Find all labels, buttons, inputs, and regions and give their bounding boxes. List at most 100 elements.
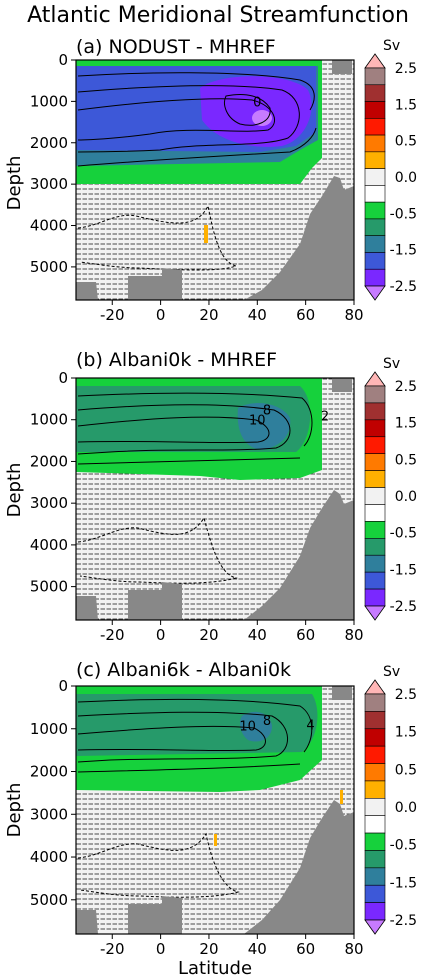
panel-c-zero-contour xyxy=(77,832,240,898)
panel-a-ytick-label: 2000 xyxy=(30,134,68,152)
panel-c-colorbar-bin xyxy=(364,832,386,851)
panel-a-xtick-label: 20 xyxy=(199,306,218,324)
panel-c-contour-2 xyxy=(77,711,288,763)
panel-a-xtick-label: 60 xyxy=(296,306,315,324)
panel-c-xtick-label: 60 xyxy=(296,940,315,958)
panel-a-ytick-label: 0 xyxy=(58,51,68,69)
panel-a-ytick-label: 3000 xyxy=(30,175,68,193)
panel-c-colorbar-bottom-arrow xyxy=(364,919,386,935)
panel-a-north-land xyxy=(332,60,352,74)
panel-a-contour-3 xyxy=(77,98,276,141)
panel-c-colorbar-top-arrow xyxy=(364,679,386,695)
panel-c-teal-cell xyxy=(76,694,318,756)
panel-b-ytick-label: 5000 xyxy=(30,578,68,596)
panel-b-contour-1 xyxy=(77,392,313,447)
panel-b-north-land xyxy=(332,378,352,392)
panel-c-contour-label: 10 xyxy=(239,719,256,734)
panel-a-contour-2 xyxy=(77,85,300,153)
panel-c-colorbar-label: 0.0 xyxy=(395,800,417,816)
panel-c-title: (c) Albani6k - Albani0k xyxy=(76,659,291,681)
panel-b-xtick-label: 60 xyxy=(296,626,315,644)
panel-a-purple-core xyxy=(200,76,312,147)
panel-b-colorbar-top-arrow xyxy=(364,371,386,387)
panel-c-ytick-label: 0 xyxy=(58,677,68,695)
panel-a-contour-5 xyxy=(77,127,317,167)
panel-b: (b) Albani0k - MHREF Depth xyxy=(4,349,355,621)
panel-b-contour-label: 2 xyxy=(321,410,329,425)
panel-b-contour-3 xyxy=(77,416,270,444)
panel-b-colorbar-label: 0.0 xyxy=(395,489,417,505)
panel-c-ytick-label: 4000 xyxy=(30,848,68,866)
panel-b-ylabel: Depth xyxy=(4,463,25,518)
panel-b-frame xyxy=(75,377,355,621)
panel-c-colorbar-bin xyxy=(364,867,386,886)
panel-c-xtick-label: 20 xyxy=(199,940,218,958)
panel-c-orange-spot-2 xyxy=(340,790,343,804)
panel-c-colorbar-unit: Sv xyxy=(383,664,400,680)
panel-c-colorbar-bin xyxy=(364,815,386,834)
panel-c-colorbar-label: -2.5 xyxy=(390,913,417,929)
panel-a-xtick-label: 0 xyxy=(156,306,166,324)
panel-b-xtick-label: 80 xyxy=(344,626,363,644)
panel-b-colorbar-label: 0.5 xyxy=(395,452,417,468)
panel-a-land xyxy=(76,176,354,300)
panel-a-ytick-label: 4000 xyxy=(30,217,68,235)
panel-c-ytick-label: 5000 xyxy=(30,891,68,909)
panel-b-colorbar-bottom-arrow xyxy=(364,605,386,621)
panel-a-colorbar-bin xyxy=(364,185,386,203)
panel-c-colorbar-bin xyxy=(364,780,386,799)
panel-a-contour-4 xyxy=(224,94,271,126)
panel-a-colorbar-bin xyxy=(364,134,386,153)
panel-a-colorbar-bin xyxy=(364,218,386,236)
panel-b-colorbar-label: 2.5 xyxy=(395,379,417,395)
panel-a-orange-spot xyxy=(204,225,208,243)
panel-a: (a) NODUST - MHREF Depth xyxy=(4,36,355,301)
panel-b-colorbar-bin xyxy=(364,571,386,590)
panel-c-frame xyxy=(75,685,355,935)
panel-a-contour-label: 0 xyxy=(253,95,261,110)
panel-c-orange-spot xyxy=(214,834,217,846)
panel-b-contour-label: 10 xyxy=(249,414,266,429)
dynamic-layer: -20 0 20 40 60 800100020003000400050000Sv2.51… xyxy=(30,38,417,958)
panel-b-colorbar-bin xyxy=(364,453,386,471)
panel-b-colorbar-bin xyxy=(364,470,386,488)
panel-b-ytick-label: 3000 xyxy=(30,494,68,512)
panel-a-colorbar-label: -2.5 xyxy=(390,279,417,295)
panel-c-colorbar-label: 2.5 xyxy=(395,687,417,703)
panel-b-zero-contour xyxy=(77,516,238,584)
panel-c-colorbar-bin xyxy=(364,745,386,764)
panel-a-contour-1 xyxy=(77,72,315,111)
panel-c-xtick-label: -20 xyxy=(100,940,125,958)
panel-c: (c) Albani6k - Albani0k Depth Latitude xyxy=(4,659,355,979)
panel-a-xtick-label: -20 xyxy=(100,306,125,324)
panel-c-colorbar-bin xyxy=(364,693,386,712)
panel-b-xtick-label: 0 xyxy=(156,626,166,644)
panel-b-land xyxy=(76,490,354,620)
panel-b-colorbar-unit: Sv xyxy=(383,356,400,372)
panel-c-ylabel: Depth xyxy=(4,783,25,838)
panel-b-ytick-label: 1000 xyxy=(30,411,68,429)
panel-a-colorbar-bin xyxy=(364,252,386,270)
panel-a-xtick-label: 40 xyxy=(248,306,267,324)
panel-b-colorbar-bin xyxy=(364,436,386,454)
panel-a-colorbar-label: -0.5 xyxy=(390,206,417,222)
panel-c-colorbar-label: 1.5 xyxy=(395,725,417,741)
panel-b-ytick-label: 2000 xyxy=(30,452,68,470)
panel-b-colorbar-label: -2.5 xyxy=(390,599,417,615)
panel-a-ylabel: Depth xyxy=(4,156,25,211)
panel-b-xtick-label: 40 xyxy=(248,626,267,644)
panel-a-colorbar-label: 0.5 xyxy=(395,134,417,150)
panel-c-colorbar-bin xyxy=(364,850,386,869)
panel-c-colorbar-bin xyxy=(364,884,386,903)
panel-b-contour-label: 8 xyxy=(263,403,271,418)
panel-b-xtick-label: -20 xyxy=(100,626,125,644)
panel-c-colorbar-bin xyxy=(364,711,386,730)
panel-c-ytick-label: 3000 xyxy=(30,805,68,823)
panel-c-ytick-label: 2000 xyxy=(30,763,68,781)
panel-c-xtick-label: 80 xyxy=(344,940,363,958)
panel-a-colorbar-label: 0.0 xyxy=(395,170,417,186)
panel-a-colorbar-bin xyxy=(364,118,386,136)
panel-a-colorbar-bin xyxy=(364,84,386,102)
panel-a-title: (a) NODUST - MHREF xyxy=(76,36,276,58)
panel-b-colorbar-bin xyxy=(364,588,386,607)
